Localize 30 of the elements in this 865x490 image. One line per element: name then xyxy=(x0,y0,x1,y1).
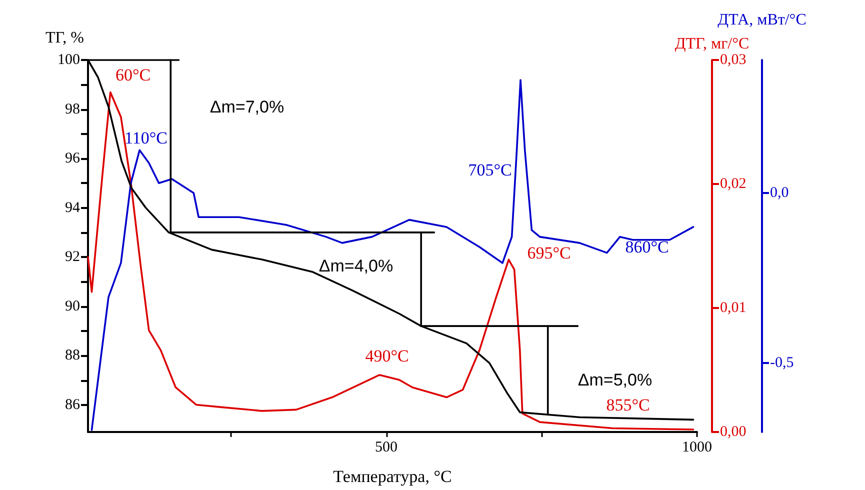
x-tick-label: 1000 xyxy=(682,440,712,456)
y-axis-title: ТГ, % xyxy=(45,30,84,46)
x-axis-title: Температура, °C xyxy=(333,467,452,486)
y3-axis-title: ДТА, мВт/°C xyxy=(718,12,806,28)
annotation: 855°C xyxy=(606,396,650,414)
y2-tick-label: 0,03 xyxy=(720,52,746,68)
y-tick-label: 98 xyxy=(65,101,80,118)
y2-axis-title: ДТГ, мг/°C xyxy=(674,36,750,52)
y-tick-label: 90 xyxy=(65,298,80,314)
x-tick-label: 500 xyxy=(375,440,398,456)
annotation: Δm=5,0% xyxy=(578,370,652,390)
y-tick-label: 100 xyxy=(58,52,80,68)
annotation: 490°C xyxy=(365,346,409,366)
y-tick-label: 92 xyxy=(65,249,80,266)
y2-tick-label: 0,02 xyxy=(720,176,746,192)
y3-tick-label: -0,5 xyxy=(770,354,794,371)
annotation: 860°C xyxy=(625,238,669,256)
annotation: Δm=4,0% xyxy=(318,256,394,276)
annotation: 705°C xyxy=(468,160,512,180)
annotation: 695°C xyxy=(527,244,571,262)
y3-tick-label: 0,0 xyxy=(770,184,789,201)
y2-tick-label: 0,00 xyxy=(720,424,746,440)
y2-tick-label: 0,01 xyxy=(720,300,746,316)
annotation: Δm=7,0% xyxy=(210,98,284,116)
y-tick-label: 94 xyxy=(65,200,80,216)
y-tick-label: 88 xyxy=(65,348,80,364)
y-tick-label: 96 xyxy=(65,150,80,167)
annotation: 110°C xyxy=(124,128,168,148)
y-tick-label: 86 xyxy=(65,396,80,413)
annotation: 60°C xyxy=(115,66,151,84)
